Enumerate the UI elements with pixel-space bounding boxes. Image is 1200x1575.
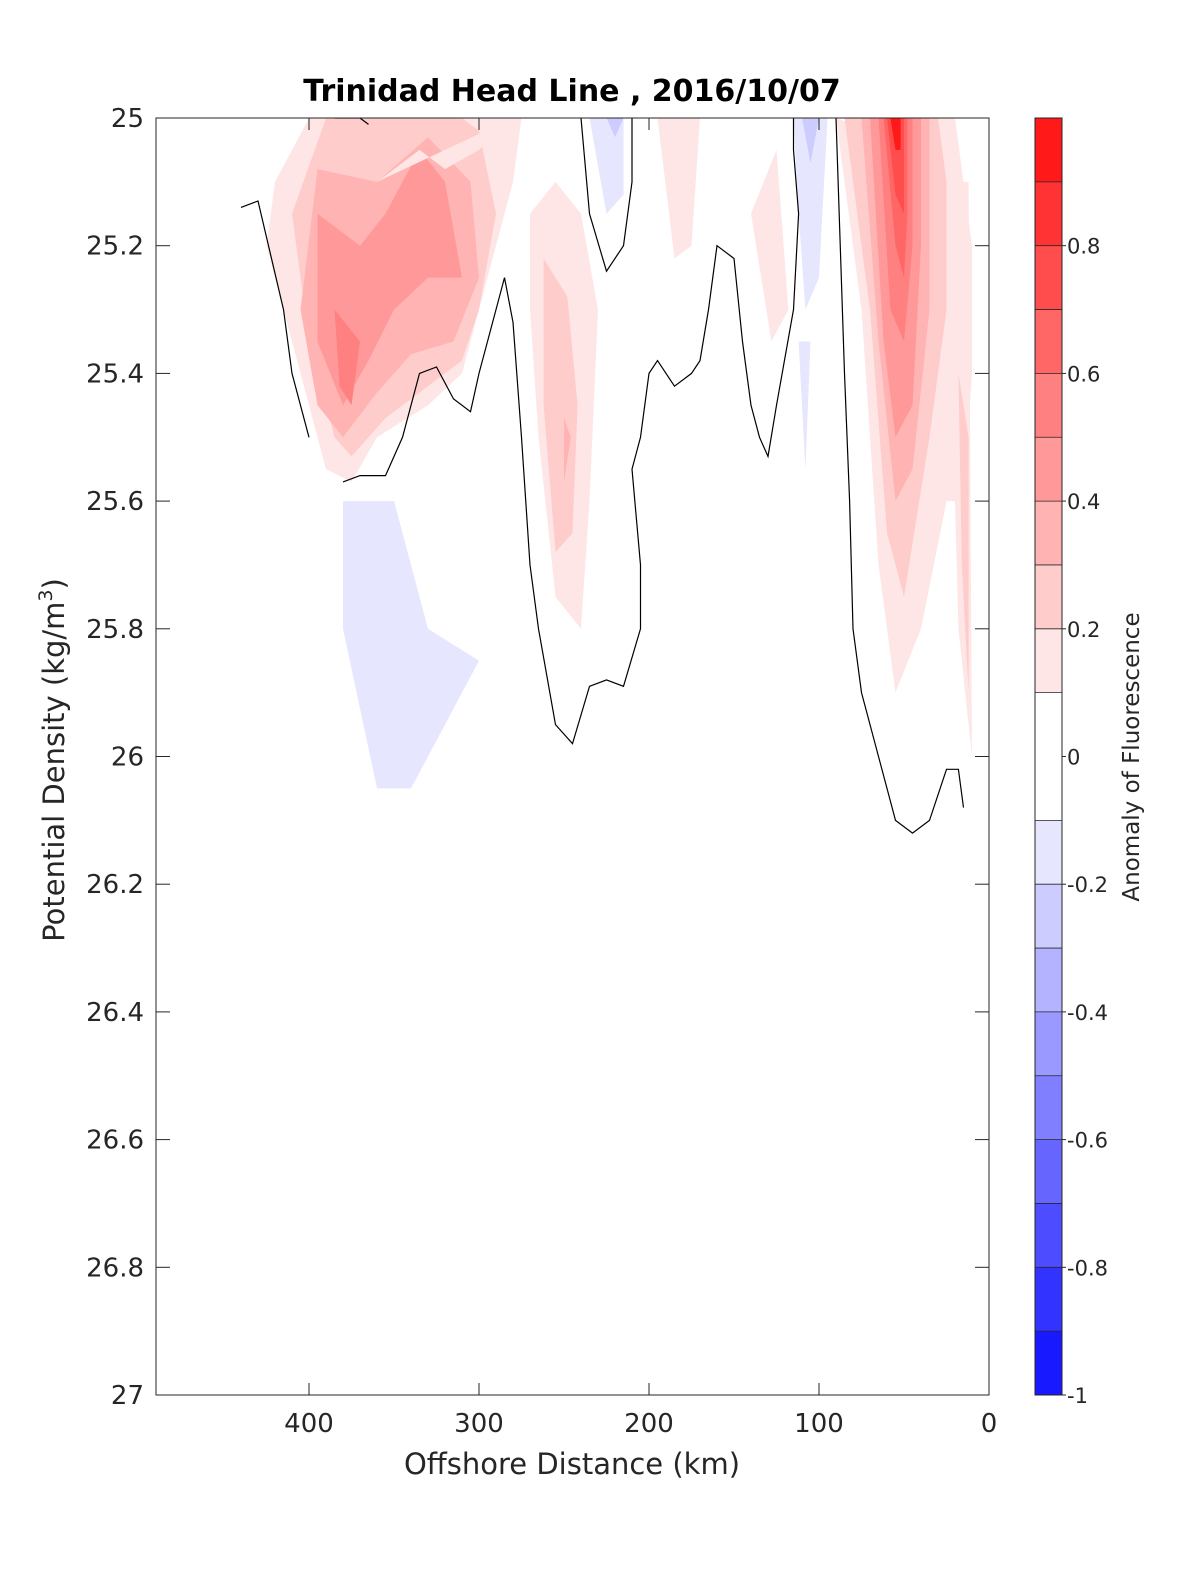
y-tick-label: 26.4 — [86, 998, 144, 1028]
colorbar-band — [1035, 948, 1062, 1012]
zero-contour-line-0 — [240, 200, 310, 438]
y-tick-label: 25.6 — [86, 487, 144, 517]
contour-region-26 — [958, 373, 969, 693]
y-tick-label: 27 — [111, 1381, 144, 1411]
colorbar-band — [1035, 820, 1062, 885]
y-tick-label: 26.8 — [86, 1253, 144, 1283]
colorbar-band — [1035, 181, 1062, 246]
contour-region-8 — [564, 418, 571, 482]
y-tick-label: 25.8 — [86, 615, 144, 645]
colorbar-band — [1035, 501, 1062, 565]
colorbar-band — [1035, 884, 1062, 949]
colorbar-band — [1035, 1267, 1062, 1332]
contour-region-5 — [377, 118, 513, 182]
colorbar-tick-label: -0.6 — [1067, 1129, 1108, 1153]
chart-title: Trinidad Head Line , 2016/10/07 — [303, 74, 840, 109]
colorbar-band — [1035, 437, 1062, 502]
y-tick-label: 25 — [111, 104, 144, 134]
y-axis-label-main: Potential Density (kg/m — [37, 602, 71, 942]
colorbar-band — [1035, 1075, 1062, 1140]
contour-region-10 — [751, 149, 789, 342]
x-axis-label: Offshore Distance (km) — [404, 1447, 740, 1481]
y-tick-label: 26.6 — [86, 1126, 144, 1156]
colorbar-band — [1035, 118, 1062, 182]
contour-region-11 — [589, 118, 624, 214]
y-axis: 25 25.2 25.4 25.6 25.8 26 26.2 26.4 26.6 26.8 27 — [86, 104, 989, 1411]
y-tick-label: 26.2 — [86, 870, 144, 900]
contour-region-16 — [343, 501, 479, 789]
contour-region-15 — [798, 341, 811, 470]
colorbar-band — [1035, 373, 1062, 438]
zero-contour-line-2 — [580, 118, 633, 273]
colorbar-band — [1035, 1011, 1062, 1076]
y-tick-label: 25.2 — [86, 232, 144, 262]
colorbar-band — [1035, 1203, 1062, 1268]
x-tick-label: 200 — [624, 1409, 674, 1439]
colorbar-tick-label: 0.4 — [1067, 490, 1100, 514]
colorbar-band — [1035, 245, 1062, 310]
contour-region-12 — [606, 118, 624, 138]
contour-region-4 — [334, 309, 360, 406]
contour-fill-layer — [266, 118, 972, 789]
y-axis-label: Potential Density (kg/m3) — [35, 578, 71, 942]
colorbar-band — [1035, 564, 1062, 629]
x-axis: 400 300 200 100 0 — [284, 118, 997, 1439]
contour-region-25 — [890, 118, 901, 150]
colorbar-tick-label: 0 — [1067, 746, 1080, 770]
colorbar-band — [1035, 692, 1062, 821]
contour-region-13 — [793, 118, 828, 310]
colorbar-band — [1035, 1139, 1062, 1204]
colorbar-label: Anomaly of Fluorescence — [1119, 612, 1145, 901]
y-axis-label-close: ) — [37, 578, 71, 589]
zero-contour-line-3 — [835, 118, 965, 834]
contour-region-14 — [802, 118, 819, 163]
colorbar-tick-label: 0.8 — [1067, 235, 1100, 259]
colorbar-band — [1035, 1331, 1062, 1395]
colorbar-band — [1035, 309, 1062, 374]
colorbar-tick-label: -0.8 — [1067, 1256, 1108, 1280]
colorbar-tick-label: -0.2 — [1067, 873, 1108, 897]
x-tick-label: 300 — [454, 1409, 504, 1439]
y-tick-label: 25.4 — [86, 359, 144, 389]
contour-region-7 — [543, 258, 578, 553]
colorbar-tick-label: -0.4 — [1067, 1001, 1108, 1025]
colorbar-tick-label: 0.6 — [1067, 362, 1100, 386]
colorbar-tick-label: 0.2 — [1067, 618, 1100, 642]
zero-contour-line-1 — [342, 118, 800, 745]
y-tick-label: 26 — [111, 743, 144, 773]
x-tick-label: 400 — [284, 1409, 334, 1439]
y-axis-label-superscript: 3 — [35, 589, 57, 601]
zero-contour-line-4 — [334, 118, 369, 125]
colorbar: -1 -0.8 -0.6 -0.4 -0.2 0 0.2 0.4 0.6 0.8 — [1034, 117, 1108, 1408]
x-tick-label: 0 — [981, 1409, 998, 1439]
colorbar-tick-label: -1 — [1067, 1384, 1088, 1408]
x-tick-label: 100 — [794, 1409, 844, 1439]
colorbar-band — [1035, 628, 1062, 693]
zero-contour-layer — [240, 118, 965, 834]
contour-region-9 — [657, 118, 700, 259]
